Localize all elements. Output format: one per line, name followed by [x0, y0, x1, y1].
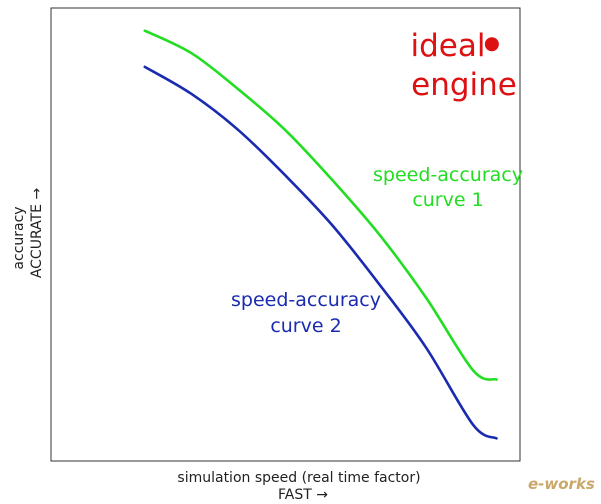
- y-axis-arrow-label: ACCURATE →: [29, 188, 45, 279]
- plot-frame: [50, 7, 521, 462]
- curve1-label-line1: speed-accuracy: [373, 164, 523, 186]
- y-axis-label: accuracy: [11, 206, 27, 269]
- points-layer: [484, 37, 499, 52]
- series-layer: [143, 29, 498, 440]
- curve2-label-line2: curve 2: [270, 315, 341, 337]
- watermark-logo: e-works: [528, 475, 595, 493]
- curve1-label-line2: curve 1: [412, 189, 483, 211]
- ideal-engine-point: [484, 37, 499, 52]
- series-line-1: [143, 29, 498, 381]
- ideal-label-line2: engine: [411, 67, 517, 103]
- x-axis-label: simulation speed (real time factor): [177, 470, 420, 486]
- x-axis-arrow-label: FAST →: [278, 487, 328, 503]
- ideal-label-line1: ideal: [411, 28, 486, 64]
- curve2-label-line1: speed-accuracy: [231, 289, 381, 311]
- series-line-2: [143, 65, 498, 440]
